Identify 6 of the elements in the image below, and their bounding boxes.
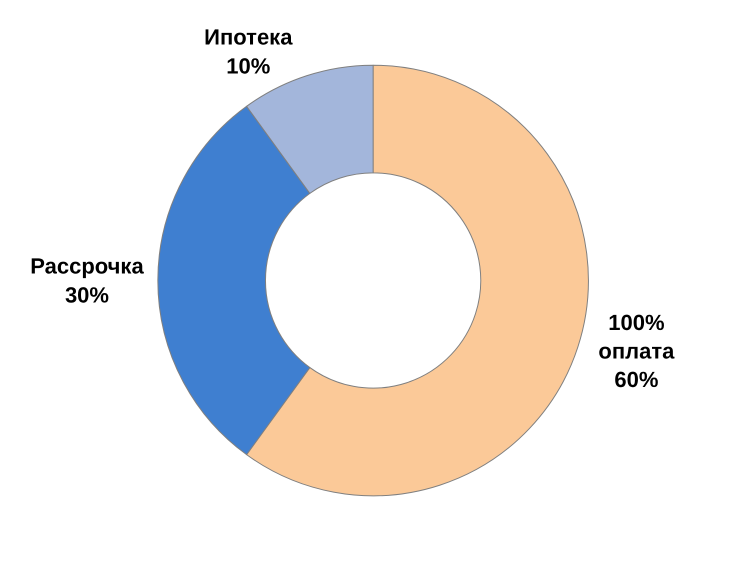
slice-label: Ипотека [204, 24, 294, 50]
data-label: 10% [226, 53, 270, 78]
data-label: 60% [614, 367, 658, 392]
data-label: 30% [64, 282, 109, 308]
slice-label: 100% оплата [598, 310, 676, 364]
slice-label: Рассрочка [30, 254, 144, 279]
